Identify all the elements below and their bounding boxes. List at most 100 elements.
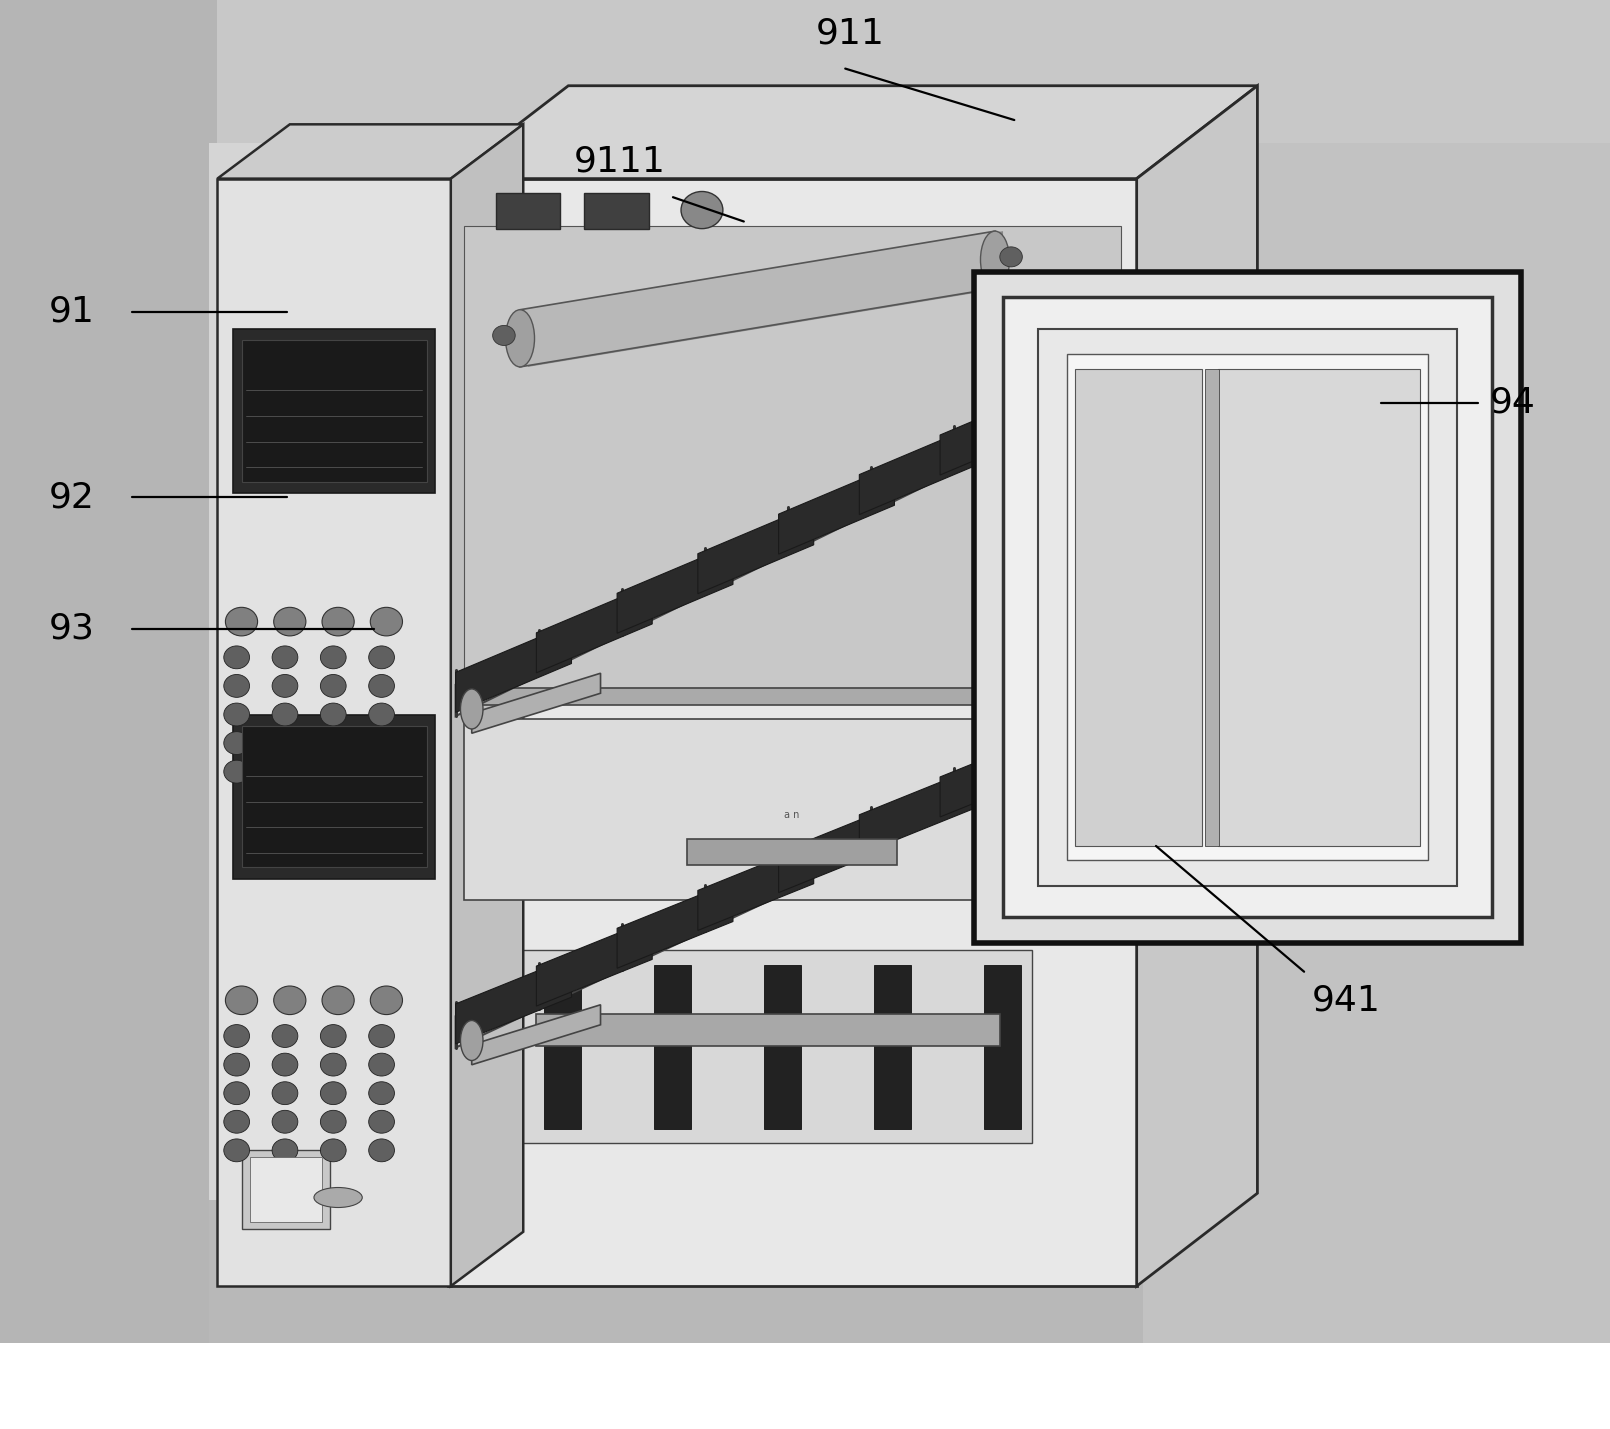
Ellipse shape [460,689,483,729]
Circle shape [225,986,258,1015]
Polygon shape [617,544,733,633]
Bar [242,726,427,867]
Circle shape [1000,247,1022,267]
Circle shape [369,1139,394,1162]
Circle shape [320,1025,346,1047]
Bar [1075,369,1201,846]
Circle shape [272,703,298,726]
Bar [496,193,560,229]
Text: 92: 92 [48,480,93,514]
Polygon shape [472,1005,601,1065]
Polygon shape [472,922,1096,1172]
Circle shape [369,1110,394,1133]
Bar [1217,369,1420,846]
Bar [233,714,435,879]
Bar [974,272,1521,943]
Circle shape [369,646,394,669]
Polygon shape [536,919,652,1006]
Circle shape [272,1139,298,1162]
Circle shape [272,760,298,783]
Polygon shape [209,0,1610,143]
Polygon shape [1021,347,1137,436]
Circle shape [320,646,346,669]
Circle shape [320,1082,346,1105]
Circle shape [224,674,250,697]
Text: 941: 941 [1312,983,1381,1017]
Circle shape [369,1082,394,1105]
Polygon shape [472,853,1193,922]
Circle shape [274,607,306,636]
Polygon shape [520,231,995,367]
Text: 91: 91 [48,294,93,329]
Polygon shape [472,673,601,733]
Ellipse shape [314,1187,362,1208]
Bar [464,719,1121,900]
Bar [1003,297,1492,917]
Polygon shape [536,1015,1000,1046]
Circle shape [224,1082,250,1105]
Bar [233,329,435,493]
Polygon shape [779,466,895,554]
Bar [1038,329,1457,886]
Circle shape [272,1082,298,1105]
Bar [654,965,691,1129]
Polygon shape [448,179,1137,1286]
Text: 9111: 9111 [573,144,667,179]
Polygon shape [456,359,1121,716]
Circle shape [320,1053,346,1076]
Circle shape [272,1110,298,1133]
Bar [874,965,911,1129]
Bar [1204,369,1219,846]
Polygon shape [0,0,217,1343]
Circle shape [224,703,250,726]
Polygon shape [1096,853,1193,1172]
Circle shape [369,703,394,726]
Text: 911: 911 [816,16,884,50]
Circle shape [369,1053,394,1076]
Polygon shape [779,806,895,893]
Polygon shape [697,504,813,593]
Polygon shape [940,730,1056,817]
Ellipse shape [506,310,535,367]
Circle shape [272,646,298,669]
Polygon shape [697,843,813,930]
Bar [242,340,427,482]
Circle shape [370,607,402,636]
Circle shape [225,607,258,636]
Polygon shape [940,386,1056,474]
Circle shape [224,1110,250,1133]
Circle shape [272,1025,298,1047]
Circle shape [320,760,346,783]
Circle shape [320,1139,346,1162]
Bar [584,193,649,229]
Polygon shape [528,231,1003,367]
Circle shape [681,191,723,229]
Polygon shape [217,124,523,179]
Circle shape [369,732,394,755]
Bar [520,950,1032,1143]
Circle shape [322,986,354,1015]
Circle shape [320,1110,346,1133]
Circle shape [320,732,346,755]
Circle shape [272,1053,298,1076]
Bar [1067,354,1428,860]
Polygon shape [617,882,733,969]
Circle shape [369,760,394,783]
Circle shape [272,732,298,755]
Circle shape [320,703,346,726]
Polygon shape [456,704,1121,1047]
Text: 94: 94 [1489,386,1534,420]
Polygon shape [209,1200,1143,1343]
Bar [250,1157,322,1222]
Bar [464,687,1121,704]
Bar [765,965,802,1129]
Polygon shape [536,584,652,673]
Text: 93: 93 [48,612,93,646]
Ellipse shape [460,1020,483,1060]
Circle shape [224,1053,250,1076]
Circle shape [274,986,306,1015]
Polygon shape [860,767,976,855]
Polygon shape [217,179,451,1286]
Circle shape [369,674,394,697]
Ellipse shape [980,231,1009,289]
